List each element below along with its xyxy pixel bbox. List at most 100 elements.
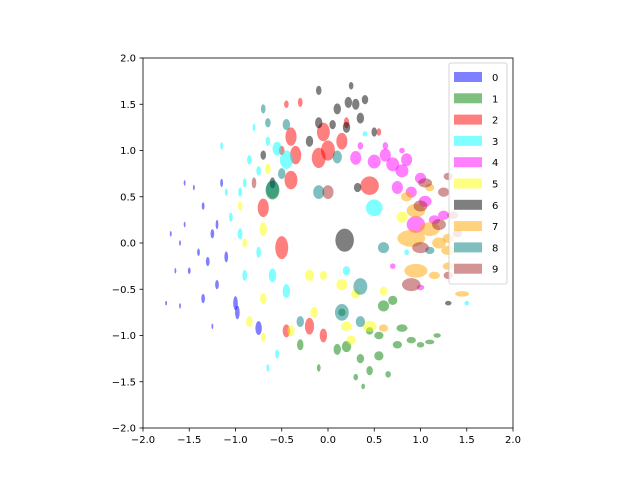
ellipse-mark xyxy=(342,121,351,133)
ellipse-mark xyxy=(346,335,356,345)
ellipse-mark xyxy=(260,332,266,342)
ellipse-mark xyxy=(287,325,295,337)
ellipse-mark xyxy=(336,279,348,291)
ellipse-mark xyxy=(229,212,233,222)
ellipse-mark xyxy=(260,292,267,305)
ellipse-mark xyxy=(235,305,240,320)
ellipse-mark xyxy=(224,251,229,263)
ellipse-mark xyxy=(266,180,279,199)
ellipse-mark xyxy=(179,240,181,246)
ellipse-mark xyxy=(315,117,323,129)
ellipse-mark xyxy=(183,180,186,186)
legend-swatch xyxy=(454,221,482,232)
legend-label: 0 xyxy=(492,73,498,84)
ellipse-mark xyxy=(382,142,389,150)
ellipse-mark xyxy=(418,178,433,188)
y-tick-label: 1.0 xyxy=(120,146,136,157)
ellipse-mark xyxy=(335,228,354,252)
ellipse-mark xyxy=(256,166,261,176)
x-tick-label: −1.0 xyxy=(223,435,247,446)
ellipse-mark xyxy=(210,229,215,239)
ellipse-mark xyxy=(396,211,408,223)
marks xyxy=(165,82,470,390)
ellipse-mark xyxy=(385,371,391,378)
ellipse-mark xyxy=(256,246,261,258)
ellipse-mark xyxy=(260,150,267,160)
ellipse-mark xyxy=(344,96,353,108)
ellipse-mark xyxy=(438,187,450,197)
ellipse-mark xyxy=(272,141,282,156)
ellipse-mark xyxy=(378,324,389,332)
ellipse-mark xyxy=(285,127,297,146)
ellipse-mark xyxy=(379,286,388,296)
y-tick-label: 0.0 xyxy=(120,239,136,250)
ellipse-mark xyxy=(246,316,253,328)
ellipse-mark xyxy=(379,148,391,162)
ellipse-mark xyxy=(282,119,291,131)
ellipse-mark xyxy=(282,284,291,299)
y-tick-label: 0.5 xyxy=(120,192,136,203)
ellipse-mark xyxy=(260,104,266,114)
ellipse-mark xyxy=(445,300,452,306)
ellipse-mark xyxy=(255,321,262,336)
ellipse-mark xyxy=(174,267,177,274)
ellipse-mark xyxy=(220,178,224,188)
ellipse-mark xyxy=(376,128,382,136)
ellipse-mark xyxy=(374,331,384,340)
ellipse-mark xyxy=(265,136,271,146)
ellipse-mark xyxy=(304,269,315,281)
ellipse-mark xyxy=(366,366,373,376)
y-tick-label: 1.5 xyxy=(120,100,136,111)
ellipse-mark xyxy=(321,140,335,161)
ellipse-mark xyxy=(428,271,440,280)
ellipse-mark xyxy=(290,145,302,165)
legend-swatch xyxy=(454,199,482,210)
ellipse-mark xyxy=(353,373,359,381)
ellipse-mark xyxy=(333,103,341,115)
ellipse-mark xyxy=(266,364,270,372)
ellipse-mark xyxy=(433,333,441,338)
ellipse-mark xyxy=(416,341,425,348)
ellipse-mark xyxy=(205,256,210,267)
ellipse-mark xyxy=(215,280,219,290)
ellipse-mark xyxy=(362,131,368,137)
ellipse-mark xyxy=(412,242,429,254)
ellipse-mark xyxy=(356,354,365,364)
legend-label: 1 xyxy=(492,94,498,105)
legend-swatch xyxy=(454,72,482,82)
legend-label: 2 xyxy=(492,116,498,127)
ellipse-mark xyxy=(242,238,248,248)
legend-label: 7 xyxy=(492,222,498,233)
ellipse-mark xyxy=(432,237,446,249)
ellipse-mark xyxy=(404,249,409,256)
legend-label: 3 xyxy=(492,137,498,148)
ellipse-mark xyxy=(361,383,365,390)
x-tick-label: −1.5 xyxy=(177,435,201,446)
ellipse-mark xyxy=(362,320,377,332)
y-tick-label: −1.5 xyxy=(112,377,136,388)
ellipse-mark xyxy=(365,199,383,217)
ellipse-mark xyxy=(464,300,470,306)
legend-label: 8 xyxy=(492,243,498,254)
ellipse-mark xyxy=(238,187,242,197)
ellipse-mark xyxy=(333,343,341,355)
ellipse-mark xyxy=(275,236,289,260)
ellipse-mark xyxy=(348,82,354,90)
x-tick-label: 1.5 xyxy=(459,435,475,446)
ellipse-mark xyxy=(455,291,470,297)
ellipse-mark xyxy=(297,339,304,351)
ellipse-mark xyxy=(360,176,379,195)
ellipse-mark xyxy=(265,163,271,175)
ellipse-mark xyxy=(275,349,279,359)
ellipse-mark xyxy=(336,132,348,150)
legend-label: 5 xyxy=(492,180,498,191)
ellipse-mark xyxy=(268,268,277,283)
ellipse-mark xyxy=(313,185,325,200)
ellipse-mark xyxy=(215,219,219,230)
ellipse-mark xyxy=(389,263,396,269)
ellipse-mark xyxy=(265,118,271,128)
ellipse-mark xyxy=(242,178,247,188)
y-tick-label: 2.0 xyxy=(120,54,136,65)
x-tick-label: 2.0 xyxy=(505,435,521,446)
ellipse-mark xyxy=(259,222,267,237)
